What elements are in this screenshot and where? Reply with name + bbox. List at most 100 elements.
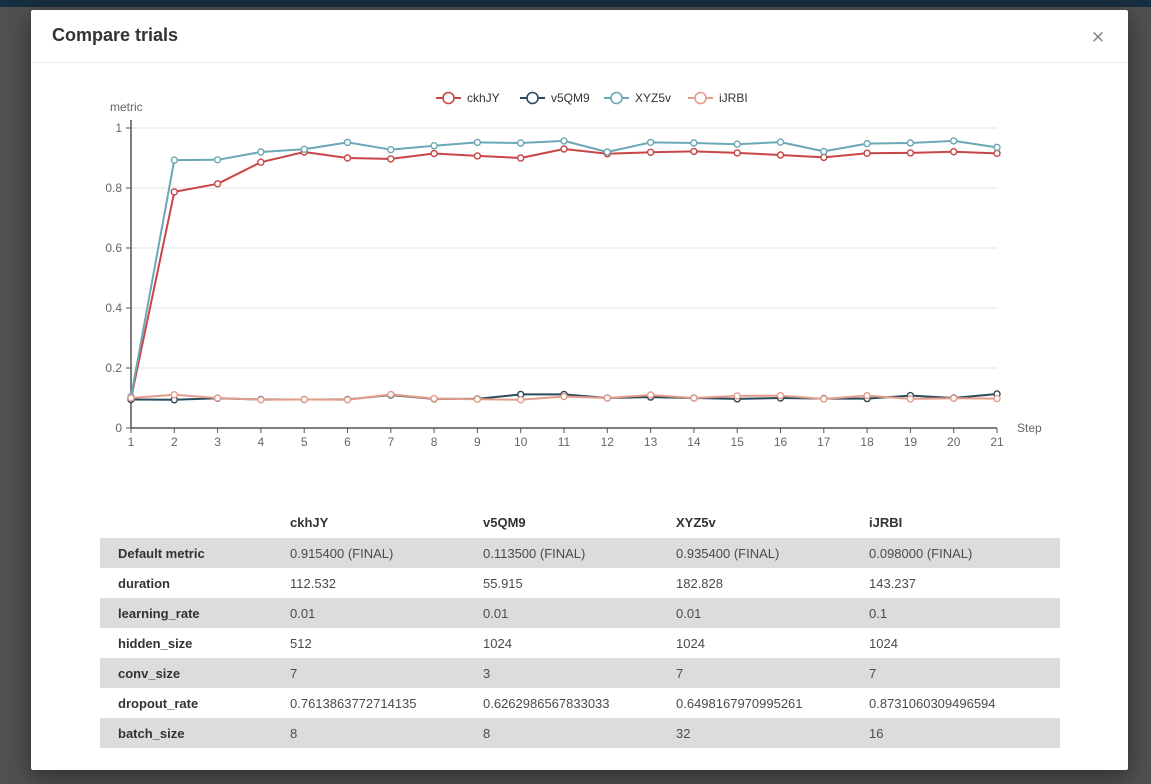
data-point-ckhJY[interactable]	[733, 149, 741, 157]
column-header-iJRBI: iJRBI	[869, 515, 903, 530]
legend-marker-icon-ckhJY[interactable]	[442, 91, 455, 105]
data-point-ckhJY[interactable]	[950, 147, 958, 156]
x-tick-label: 18	[860, 435, 874, 449]
legend-marker-icon-XYZ5v[interactable]	[610, 91, 623, 105]
data-point-ckhJY[interactable]	[560, 145, 568, 153]
data-point-iJRBI[interactable]	[517, 396, 525, 404]
close-icon[interactable]: ✕	[1086, 26, 1110, 50]
data-point-iJRBI[interactable]	[906, 395, 915, 403]
data-point-iJRBI[interactable]	[127, 394, 135, 402]
data-point-XYZ5v[interactable]	[690, 139, 698, 147]
data-point-iJRBI[interactable]	[776, 391, 785, 400]
cell-value: 0.915400 (FINAL)	[290, 545, 394, 561]
legend-label-XYZ5v[interactable]: XYZ5v	[635, 91, 671, 105]
data-point-iJRBI[interactable]	[993, 394, 1001, 403]
data-point-ckhJY[interactable]	[517, 154, 525, 162]
row-label: dropout_rate	[118, 695, 199, 711]
legend-label-iJRBI[interactable]: iJRBI	[719, 91, 748, 105]
data-point-XYZ5v[interactable]	[387, 145, 395, 154]
table-row: dropout_rate 0.7613863772714135 0.62629865…	[100, 688, 1060, 718]
column-header-XYZ5v: XYZ5v	[676, 515, 716, 530]
data-point-XYZ5v[interactable]	[560, 137, 568, 145]
data-point-XYZ5v[interactable]	[906, 139, 915, 147]
data-point-XYZ5v[interactable]	[733, 140, 741, 148]
cell-value: 0.8731060309496594	[869, 695, 996, 711]
data-point-ckhJY[interactable]	[863, 149, 871, 157]
y-tick-label: 0.2	[105, 361, 122, 375]
data-point-ckhJY[interactable]	[820, 153, 828, 162]
legend-marker-icon-v5QM9[interactable]	[526, 91, 539, 105]
cell-value: 0.01	[676, 605, 702, 621]
data-point-ckhJY[interactable]	[170, 188, 179, 196]
data-point-ckhJY[interactable]	[906, 149, 915, 157]
data-point-XYZ5v[interactable]	[170, 156, 179, 164]
x-tick-label: 3	[214, 435, 221, 449]
data-point-XYZ5v[interactable]	[993, 143, 1001, 152]
y-tick-label: 1	[115, 121, 122, 135]
x-tick-label: 8	[431, 435, 438, 449]
data-point-iJRBI[interactable]	[560, 392, 568, 401]
data-point-XYZ5v[interactable]	[300, 145, 308, 154]
data-point-ckhJY[interactable]	[387, 155, 395, 163]
cell-value: 0.01	[290, 605, 316, 621]
x-tick-label: 12	[601, 435, 615, 449]
data-point-ckhJY[interactable]	[343, 154, 352, 162]
table-row: duration 112.532 55.915 182.828 143.237	[100, 568, 1060, 598]
data-point-XYZ5v[interactable]	[343, 138, 352, 147]
data-point-XYZ5v[interactable]	[776, 138, 785, 146]
data-point-iJRBI[interactable]	[300, 395, 308, 404]
data-point-XYZ5v[interactable]	[473, 138, 482, 147]
cell-value: 182.828	[676, 575, 723, 591]
data-point-XYZ5v[interactable]	[646, 138, 655, 147]
data-point-iJRBI[interactable]	[473, 395, 482, 403]
data-point-iJRBI[interactable]	[733, 392, 741, 400]
legend-label-v5QM9[interactable]: v5QM9	[551, 91, 590, 105]
compare-table-body: Default metric 0.915400 (FINAL) 0.113500 (…	[100, 538, 1060, 748]
data-point-XYZ5v[interactable]	[213, 156, 222, 164]
table-row: hidden_size 512 1024 1024 1024	[100, 628, 1060, 658]
data-point-iJRBI[interactable]	[257, 396, 265, 404]
metric-chart-container: metric 0 0.2 0.4 0.6 0.8 1 1 2 3 4 5 6 7 8 9 10 11 12 13 14 1…	[31, 75, 1128, 475]
data-point-XYZ5v[interactable]	[950, 137, 958, 145]
data-point-ckhJY[interactable]	[430, 149, 438, 158]
cell-value: 8	[483, 725, 491, 741]
legend-marker-icon-iJRBI[interactable]	[694, 91, 707, 105]
data-point-iJRBI[interactable]	[170, 391, 179, 399]
data-point-XYZ5v[interactable]	[430, 141, 438, 150]
data-point-ckhJY[interactable]	[213, 180, 222, 188]
data-point-iJRBI[interactable]	[690, 394, 698, 402]
data-point-XYZ5v[interactable]	[603, 148, 611, 156]
data-point-XYZ5v[interactable]	[863, 139, 871, 148]
x-tick-label: 14	[687, 435, 701, 449]
data-point-iJRBI[interactable]	[863, 391, 871, 400]
data-point-XYZ5v[interactable]	[257, 148, 265, 156]
data-point-XYZ5v[interactable]	[517, 139, 525, 147]
data-point-iJRBI[interactable]	[213, 394, 222, 402]
column-header-ckhJY: ckhJY	[290, 515, 329, 530]
data-point-iJRBI[interactable]	[430, 394, 438, 403]
data-point-ckhJY[interactable]	[646, 148, 655, 157]
data-point-ckhJY[interactable]	[257, 158, 265, 166]
y-tick-label: 0.6	[105, 241, 122, 255]
data-point-iJRBI[interactable]	[646, 391, 655, 399]
data-point-ckhJY[interactable]	[690, 147, 698, 156]
chart-line-ckhJY[interactable]	[130, 148, 998, 399]
data-point-iJRBI[interactable]	[387, 390, 395, 399]
data-point-XYZ5v[interactable]	[820, 147, 828, 156]
legend-label-ckhJY[interactable]: ckhJY	[467, 91, 500, 105]
data-point-ckhJY[interactable]	[776, 151, 785, 159]
data-point-iJRBI[interactable]	[603, 394, 611, 402]
y-tick-label: 0.8	[105, 181, 122, 195]
chart-line-XYZ5v[interactable]	[130, 139, 998, 397]
data-point-iJRBI[interactable]	[950, 394, 958, 402]
data-point-iJRBI[interactable]	[820, 395, 828, 403]
y-tick-label: 0.4	[105, 301, 122, 315]
cell-value: 1024	[676, 635, 705, 651]
data-point-ckhJY[interactable]	[473, 152, 482, 160]
data-point-ckhJY[interactable]	[993, 149, 1001, 158]
data-point-iJRBI[interactable]	[343, 396, 352, 404]
cell-value: 1024	[483, 635, 512, 651]
column-header-v5QM9: v5QM9	[483, 515, 526, 530]
x-tick-label: 21	[990, 435, 1004, 449]
